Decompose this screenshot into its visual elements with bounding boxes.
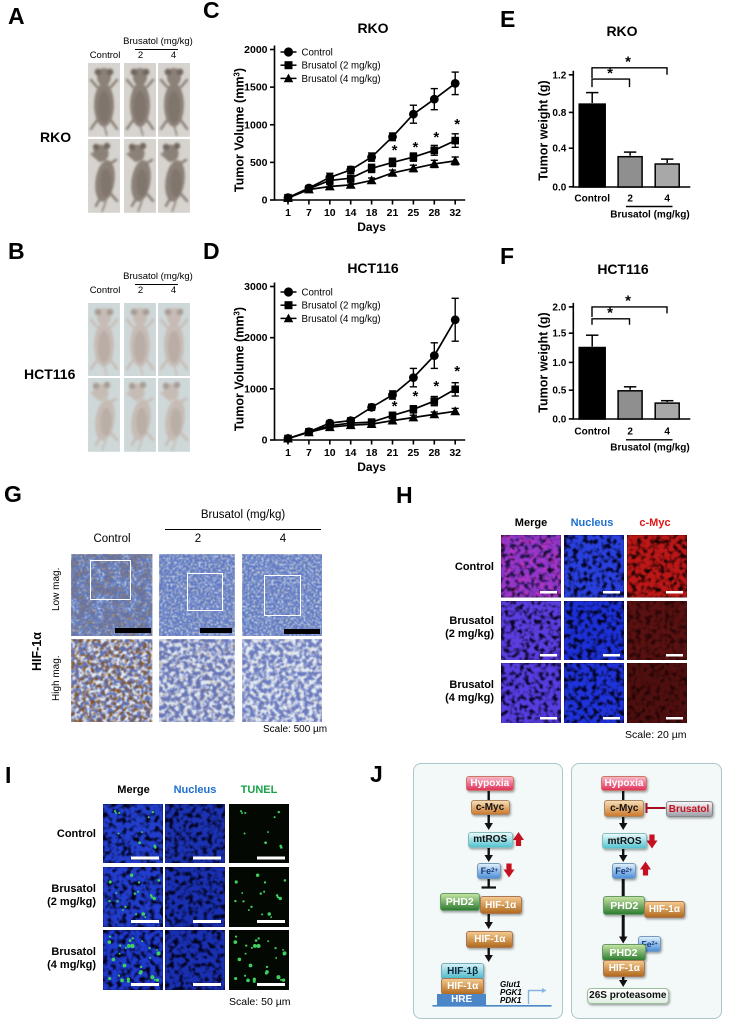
svg-text:32: 32 (449, 447, 461, 459)
svg-text:1.5: 1.5 (552, 329, 566, 340)
svg-text:25: 25 (408, 447, 420, 459)
svg-text:0.0: 0.0 (552, 182, 566, 193)
svg-text:28: 28 (428, 207, 440, 219)
svg-text:0.4: 0.4 (552, 144, 566, 155)
svg-text:2000: 2000 (244, 44, 268, 56)
svg-text:2000: 2000 (244, 332, 268, 344)
svg-text:Control: Control (574, 427, 610, 438)
svg-text:*: * (607, 305, 613, 322)
svg-text:500: 500 (250, 157, 268, 169)
svg-text:1.0: 1.0 (552, 358, 566, 369)
svg-text:*: * (412, 139, 418, 156)
svg-text:2: 2 (627, 194, 633, 205)
svg-text:*: * (454, 116, 460, 133)
svg-text:*: * (625, 293, 631, 310)
svg-text:Brusatol (mg/kg): Brusatol (mg/kg) (610, 443, 689, 454)
svg-text:*: * (392, 398, 398, 415)
svg-text:2: 2 (627, 427, 633, 438)
svg-text:25: 25 (408, 207, 420, 219)
svg-text:2.0: 2.0 (552, 302, 566, 313)
svg-text:Control: Control (574, 194, 610, 205)
svg-text:Days: Days (357, 460, 386, 474)
svg-text:7: 7 (306, 447, 312, 459)
svg-text:HCT116: HCT116 (597, 261, 649, 277)
svg-text:21: 21 (387, 447, 399, 459)
svg-text:10: 10 (324, 447, 336, 459)
svg-text:Brusatol (2 mg/kg): Brusatol (2 mg/kg) (302, 61, 381, 72)
svg-text:Tumor Volume (mm3): Tumor Volume (mm3) (232, 68, 247, 192)
svg-text:1500: 1500 (244, 82, 268, 94)
svg-text:*: * (412, 388, 418, 405)
svg-text:0.8: 0.8 (552, 108, 566, 119)
svg-text:1: 1 (285, 207, 291, 219)
svg-text:*: * (454, 363, 460, 380)
svg-text:0: 0 (262, 195, 268, 207)
svg-text:*: * (433, 378, 439, 395)
svg-text:21: 21 (387, 207, 399, 219)
svg-text:Brusatol (4 mg/kg): Brusatol (4 mg/kg) (302, 314, 381, 325)
svg-text:HCT116: HCT116 (347, 260, 399, 276)
svg-text:14: 14 (345, 447, 357, 459)
svg-text:Days: Days (357, 220, 386, 234)
svg-text:0.5: 0.5 (552, 386, 566, 397)
svg-text:1000: 1000 (244, 119, 268, 131)
svg-text:4: 4 (664, 194, 670, 205)
svg-text:*: * (433, 129, 439, 146)
svg-text:Tumor weight (g): Tumor weight (g) (536, 312, 550, 412)
svg-text:0.0: 0.0 (552, 414, 566, 425)
svg-text:18: 18 (366, 447, 378, 459)
svg-text:Tumor Volume (mm3): Tumor Volume (mm3) (232, 307, 247, 431)
svg-text:*: * (607, 65, 613, 82)
svg-text:4: 4 (664, 427, 670, 438)
svg-text:3000: 3000 (244, 281, 268, 293)
svg-text:*: * (392, 142, 398, 159)
svg-text:1000: 1000 (244, 383, 268, 395)
svg-text:Brusatol (mg/kg): Brusatol (mg/kg) (610, 210, 689, 221)
svg-text:10: 10 (324, 207, 336, 219)
svg-text:32: 32 (449, 207, 461, 219)
svg-text:*: * (625, 54, 631, 71)
svg-text:0: 0 (262, 435, 268, 447)
svg-text:Brusatol (4 mg/kg): Brusatol (4 mg/kg) (302, 74, 381, 85)
svg-text:Control: Control (302, 48, 333, 59)
svg-text:RKO: RKO (357, 20, 388, 36)
svg-text:1.2: 1.2 (552, 70, 566, 81)
svg-text:Tumor weight (g): Tumor weight (g) (536, 80, 550, 180)
svg-text:18: 18 (366, 207, 378, 219)
svg-text:1: 1 (285, 447, 291, 459)
svg-text:7: 7 (306, 207, 312, 219)
svg-text:Brusatol (2 mg/kg): Brusatol (2 mg/kg) (302, 301, 381, 312)
svg-text:Control: Control (302, 288, 333, 299)
svg-text:14: 14 (345, 207, 357, 219)
svg-text:RKO: RKO (606, 23, 637, 39)
svg-text:28: 28 (428, 447, 440, 459)
